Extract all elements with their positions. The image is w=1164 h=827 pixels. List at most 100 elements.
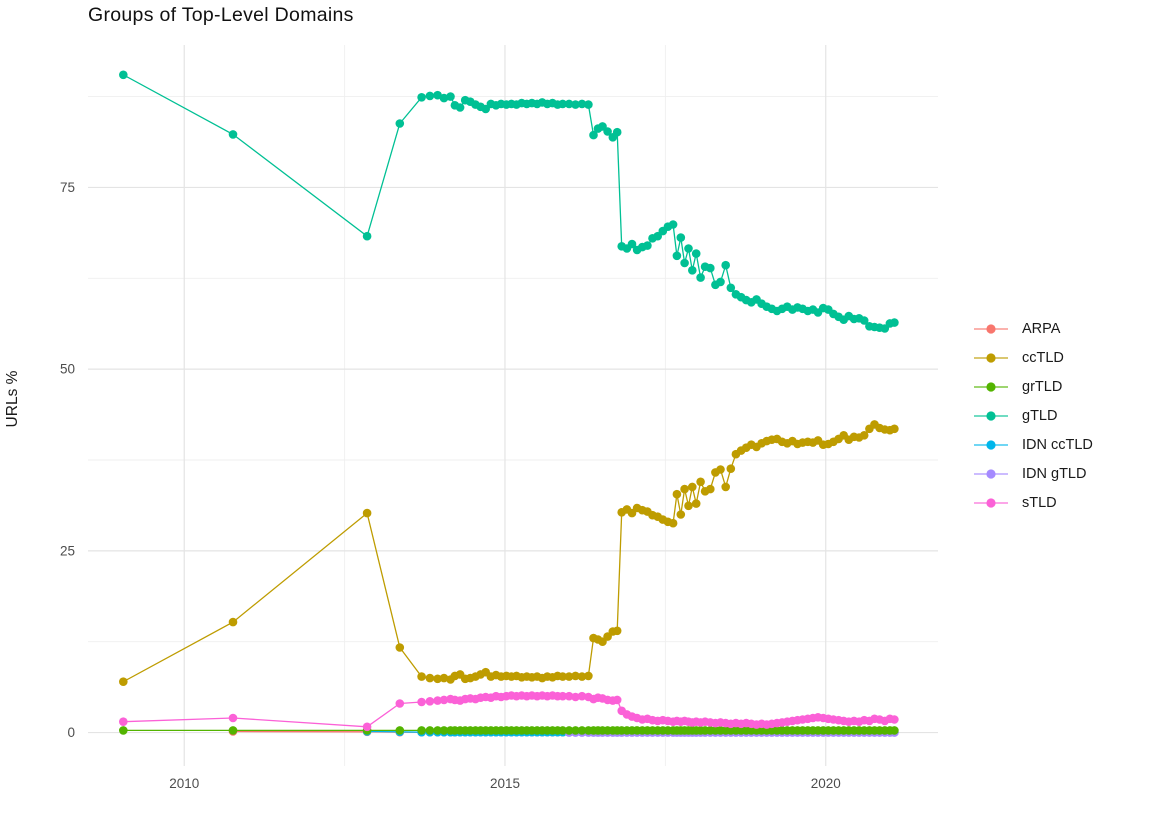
series-gTLD-point <box>890 318 899 327</box>
series-sTLD-point <box>417 697 426 707</box>
series-gTLD-point <box>558 99 567 109</box>
series-ccTLD-point <box>706 484 715 494</box>
y-tick-label: 25 <box>60 543 75 558</box>
legend-key-dot <box>986 469 996 479</box>
series-ccTLD-point <box>439 673 449 683</box>
series-gTLD-point <box>643 241 652 250</box>
legend: ARPA ccTLD grTLD gTLD IDN ccTLD IDN gTLD sTLD <box>973 319 1093 513</box>
series-ccTLD-point <box>684 501 693 511</box>
series-ccTLD-point <box>228 617 238 627</box>
series-gTLD-point <box>564 99 574 109</box>
legend-item-ARPA: ARPA <box>973 319 1093 339</box>
y-tick-label: 50 <box>60 362 75 377</box>
series-gTLD-point <box>571 100 580 109</box>
series-sTLD-point <box>564 691 574 701</box>
series-gTLD-point <box>859 316 869 325</box>
legend-item-label: IDN ccTLD <box>1022 437 1093 453</box>
series-sTLD-point <box>119 717 128 726</box>
series-grTLD-point <box>395 726 405 735</box>
series-ccTLD-point <box>716 465 725 474</box>
legend-key-icon <box>974 382 1008 392</box>
series-gTLD-point <box>584 100 593 109</box>
series-gTLD-point <box>716 277 725 287</box>
series-gTLD-point <box>672 251 682 261</box>
series-gTLD-point <box>395 119 405 128</box>
x-tick-label: 2015 <box>490 776 520 791</box>
series-grTLD-point <box>433 726 442 735</box>
series-gTLD-point <box>228 130 238 139</box>
legend-key-dot <box>986 324 996 334</box>
series-gTLD-point <box>726 283 736 293</box>
series-grTLD-point <box>890 726 899 735</box>
series-sTLD-point <box>425 697 435 706</box>
series-sTLD-point <box>558 691 567 701</box>
series-grTLD-point <box>558 726 567 735</box>
series-ccTLD-point <box>859 431 869 440</box>
series-sTLD-point <box>577 691 587 701</box>
series-gTLD-point <box>676 233 686 242</box>
series-ccTLD-point <box>584 671 593 681</box>
series-ccTLD-point <box>691 499 701 508</box>
series-ccTLD-point <box>680 484 689 494</box>
series-sTLD-point <box>433 696 442 705</box>
legend-item-label: IDN gTLD <box>1022 466 1087 482</box>
series-sTLD-point <box>439 695 449 705</box>
series-sTLD-point <box>395 699 405 708</box>
series-gTLD-point <box>439 93 449 103</box>
series-gTLD-point <box>684 244 693 253</box>
legend-item-grTLD: grTLD <box>973 377 1093 397</box>
series-ccTLD-point <box>721 482 730 492</box>
series-grTLD-point <box>564 726 574 735</box>
legend-key-icon <box>974 411 1008 421</box>
legend-key-dot <box>986 353 996 363</box>
series-grTLD-point <box>425 726 435 735</box>
series-ccTLD-point <box>119 677 128 686</box>
series-ccTLD-point <box>696 477 705 487</box>
x-tick-label: 2010 <box>169 776 199 791</box>
series-grTLD-point <box>119 726 128 735</box>
legend-item-ccTLD: ccTLD <box>973 348 1093 368</box>
series-ccTLD-point <box>571 671 580 681</box>
series-gTLD-point <box>691 249 701 258</box>
series-ccTLD-point <box>577 672 587 681</box>
legend-key-dot <box>986 411 996 421</box>
y-tick-label: 75 <box>60 180 75 195</box>
legend-key-dot <box>986 382 996 392</box>
series-ccTLD-point <box>362 508 372 518</box>
series-grTLD-point <box>577 726 587 735</box>
series-sTLD-point <box>362 722 372 732</box>
series-gTLD-point <box>612 127 622 137</box>
series-grTLD-point <box>439 726 449 735</box>
series-ccTLD-point <box>425 673 435 683</box>
series-gTLD-point <box>603 127 612 136</box>
series-gTLD-point <box>433 90 442 100</box>
series-gTLD-point <box>688 266 697 275</box>
series-ccTLD-point <box>433 674 442 684</box>
legend-key-dot <box>986 440 996 450</box>
legend-item-IDN-ccTLD: IDN ccTLD <box>973 435 1093 455</box>
series-ccTLD-point <box>558 672 567 681</box>
series-ccTLD-point <box>672 489 682 499</box>
series-sTLD-point <box>228 713 238 723</box>
legend-item-label: ARPA <box>1022 321 1061 337</box>
series-gTLD-point <box>706 263 715 273</box>
legend-key-icon <box>974 469 1008 479</box>
legend-key-icon <box>974 498 1008 508</box>
series-gTLD-point <box>696 273 705 282</box>
series-grTLD-point <box>571 726 580 735</box>
legend-item-gTLD: gTLD <box>973 406 1093 426</box>
series-gTLD-point <box>680 258 689 268</box>
series-ccTLD-point <box>395 643 405 652</box>
series-sTLD-point <box>612 695 622 705</box>
series-grTLD-point <box>228 726 238 735</box>
series-ccTLD-line <box>122 423 895 683</box>
series-gTLD-point <box>425 91 435 101</box>
legend-item-label: ccTLD <box>1022 350 1064 366</box>
chart-title: Groups of Top-Level Domains <box>88 4 354 26</box>
series-ccTLD-point <box>726 464 736 474</box>
series-ccTLD-point <box>688 482 697 492</box>
series-ccTLD-point <box>564 672 574 681</box>
series-gTLD-point <box>455 103 465 112</box>
series-sTLD-point <box>571 692 580 702</box>
